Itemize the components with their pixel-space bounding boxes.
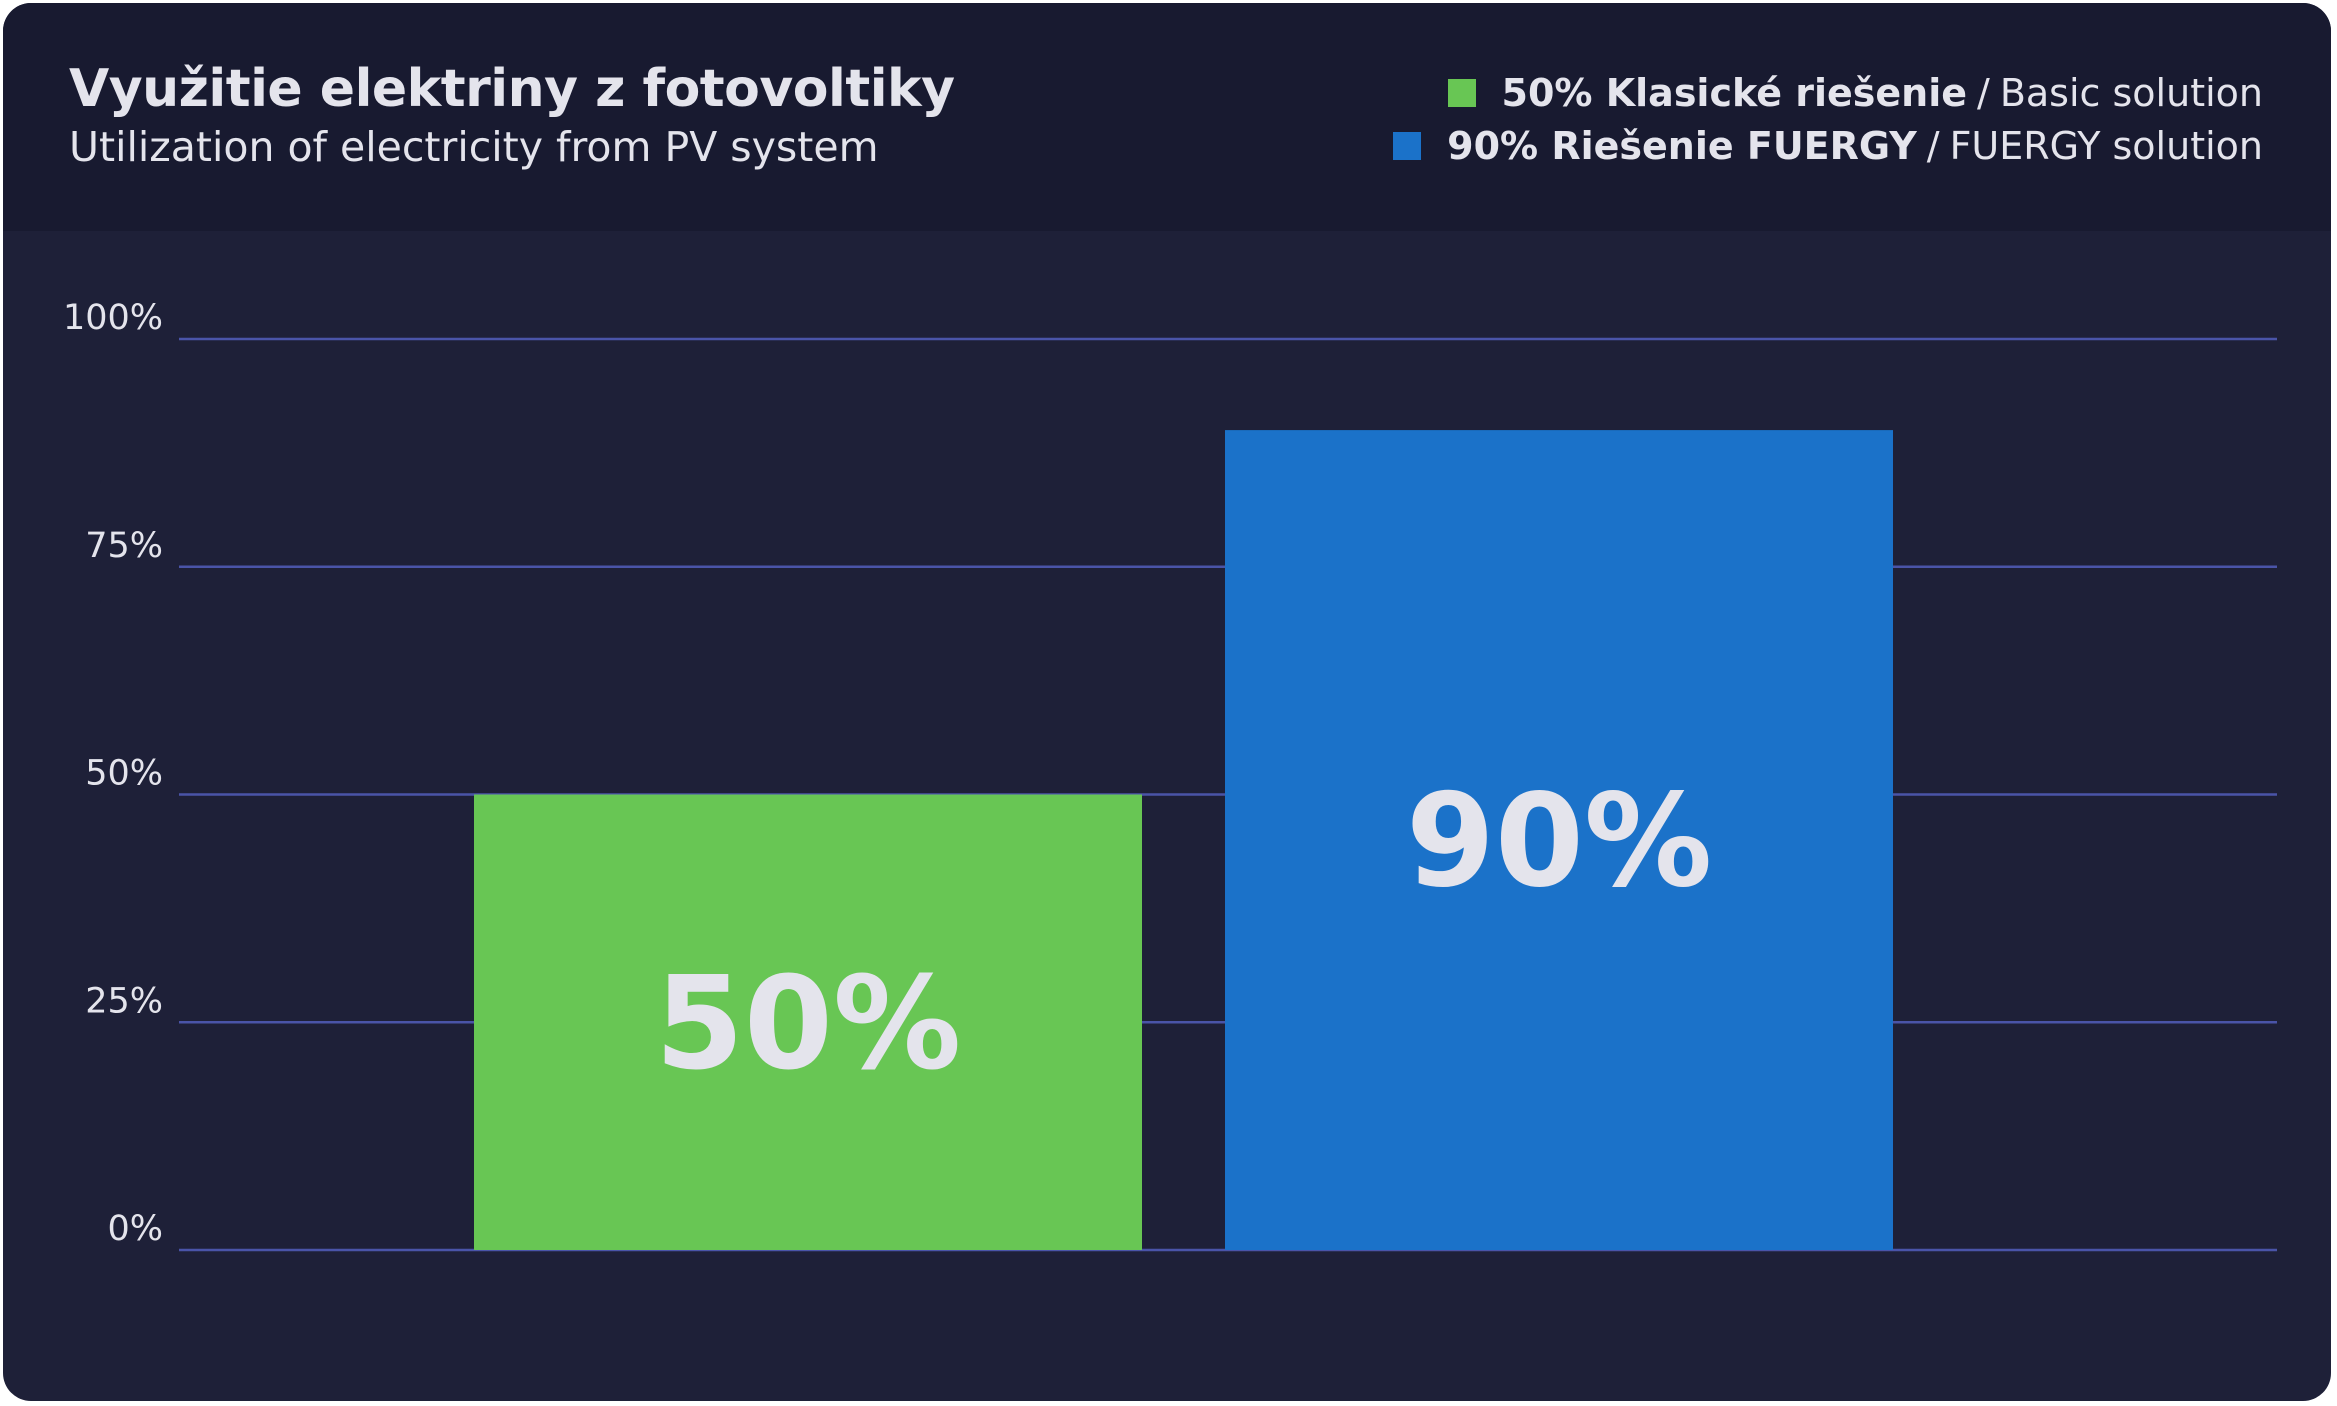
legend-swatch-fuergy [1393,132,1422,160]
bar-data-label: 90% [1406,767,1712,916]
chart-title: Využitie elektriny z fotovoltiky [69,59,955,119]
legend-item-basic: 50% Klasické riešenie / Basic solution [1447,71,2263,115]
y-tick-label: 25% [85,981,163,1021]
bar-basic [474,794,1142,1250]
legend-label-fuergy-strong: 90% Riešenie FUERGY [1447,124,1917,168]
chart-card: Využitie elektriny z fotovoltiky Utiliza… [3,3,2331,1401]
legend-separator: / [1926,124,1940,168]
legend-item-fuergy: 90% Riešenie FUERGY / FUERGY solution [1393,124,2263,168]
bar-fuergy [1225,430,1893,1251]
y-tick-label: 50% [85,754,163,794]
y-tick-label: 75% [85,526,163,566]
chart-subtitle: Utilization of electricity from PV syste… [69,123,879,171]
legend-separator: / [1977,71,1990,115]
chart-header: Využitie elektriny z fotovoltiky Utiliza… [3,3,2331,231]
legend-label-fuergy: FUERGY solution [1949,124,2263,168]
legend-label-basic: Basic solution [1999,71,2263,115]
bar-data-label: 50% [655,949,961,1098]
bar-chart: 0% 25% 50% 75% 100% 50% 90% [63,298,2277,1252]
legend-swatch-basic [1447,79,1476,107]
y-tick-label: 0% [107,1209,163,1249]
legend-label-basic-strong: 50% Klasické riešenie [1501,71,1968,115]
y-tick-label: 100% [63,298,163,338]
